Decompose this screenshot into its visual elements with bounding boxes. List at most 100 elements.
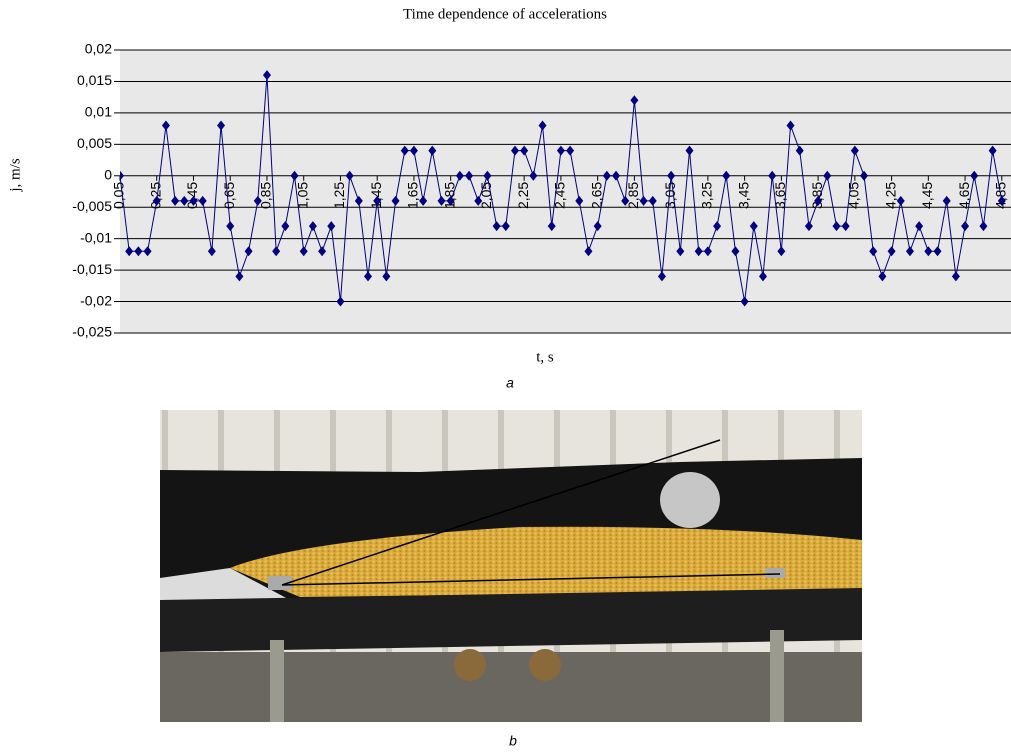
marker (566, 145, 575, 156)
marker (455, 170, 464, 181)
marker (327, 221, 336, 232)
marker (694, 246, 703, 257)
photo-plate (160, 588, 862, 652)
marker (547, 221, 556, 232)
marker (740, 296, 749, 307)
chart-title: Time dependence of accelerations (403, 6, 607, 22)
marker (510, 145, 519, 156)
x-tick-label: 4,05 (846, 182, 862, 209)
marker (400, 145, 409, 156)
x-tick-label: 3,25 (699, 182, 715, 209)
marker (409, 145, 418, 156)
marker (391, 195, 400, 206)
y-tick-label: 0 (104, 166, 112, 182)
series (120, 70, 1006, 307)
y-tick-label: 0,015 (77, 72, 112, 88)
marker (483, 170, 492, 181)
photo-lower (160, 652, 862, 722)
x-tick-label: 2,25 (515, 182, 531, 209)
marker (437, 195, 446, 206)
marker (602, 170, 611, 181)
marker (373, 195, 382, 206)
marker (832, 221, 841, 232)
photo-caption: b (509, 733, 517, 749)
photo-reflection (660, 472, 720, 528)
marker (804, 221, 813, 232)
marker (768, 170, 777, 181)
marker (887, 246, 896, 257)
photo-grain (230, 526, 862, 597)
y-axis-label: j, m/s (7, 158, 23, 193)
x-tick-label: 4,45 (919, 182, 935, 209)
marker (657, 271, 666, 282)
marker (860, 170, 869, 181)
marker (667, 170, 676, 181)
marker (152, 195, 161, 206)
photo-sensor (268, 576, 292, 590)
marker (226, 221, 235, 232)
marker (235, 271, 244, 282)
marker (795, 145, 804, 156)
marker (942, 195, 951, 206)
x-tick-label: 1,85 (441, 182, 457, 209)
x-tick-label: 0,25 (147, 182, 163, 209)
x-tick-label: 3,45 (735, 182, 751, 209)
marker (722, 170, 731, 181)
marker (639, 195, 648, 206)
marker (556, 145, 565, 156)
y-tick-label: -0,01 (80, 229, 112, 245)
x-tick-label: 0,65 (221, 182, 237, 209)
marker (749, 221, 758, 232)
photo-sensor (765, 568, 785, 578)
y-tick-label: 0,01 (85, 104, 112, 120)
x-tick-label: 1,45 (368, 182, 384, 209)
marker (299, 246, 308, 257)
x-tick-label: 0,05 (111, 182, 127, 209)
marker (731, 246, 740, 257)
marker (593, 221, 602, 232)
marker (345, 170, 354, 181)
marker (814, 195, 823, 206)
marker (529, 170, 538, 181)
y-tick-label: -0,005 (72, 198, 112, 214)
marker (125, 246, 134, 257)
photo-rod (770, 630, 784, 722)
x-tick-label: 4,25 (882, 182, 898, 209)
marker (217, 120, 226, 131)
marker (244, 246, 253, 257)
marker (758, 271, 767, 282)
photo (160, 410, 862, 722)
marker (336, 296, 345, 307)
caption: a (506, 375, 514, 391)
marker (850, 145, 859, 156)
marker (465, 170, 474, 181)
marker (308, 221, 317, 232)
marker (492, 221, 501, 232)
y-tick-label: 0,02 (85, 41, 112, 57)
x-tick-label: 2,45 (552, 182, 568, 209)
marker (189, 195, 198, 206)
marker (713, 221, 722, 232)
x-tick-label: 0,85 (258, 182, 274, 209)
marker (961, 221, 970, 232)
marker (354, 195, 363, 206)
marker (290, 170, 299, 181)
marker (446, 195, 455, 206)
x-axis-label: t, s (536, 349, 554, 365)
x-tick-label: 4,65 (956, 182, 972, 209)
x-tick-label: 3,65 (772, 182, 788, 209)
marker (676, 246, 685, 257)
marker (841, 221, 850, 232)
x-tick-label: 2,85 (625, 182, 641, 209)
marker (382, 271, 391, 282)
marker (905, 246, 914, 257)
marker (685, 145, 694, 156)
marker (786, 120, 795, 131)
marker (520, 145, 529, 156)
y-tick-label: -0,015 (72, 261, 112, 277)
marker (419, 195, 428, 206)
marker (988, 145, 997, 156)
marker (364, 271, 373, 282)
marker (272, 246, 281, 257)
